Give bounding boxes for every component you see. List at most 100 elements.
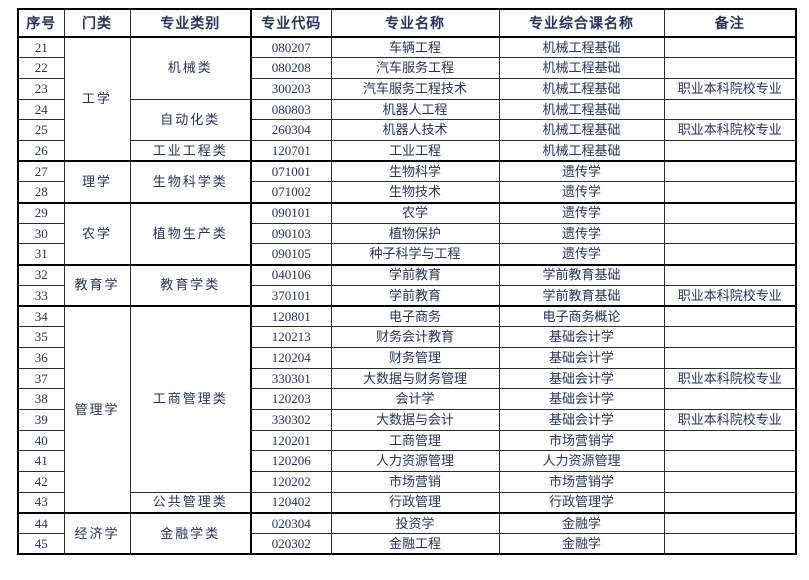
major-table-container: 序号 门类 专业类别 专业代码 专业名称 专业综合课名称 备注 21 工学 机械类 080207 车… — [17, 8, 797, 556]
category-cell: 自动化类 — [129, 98, 252, 141]
major-cell: 种子科学与工程 — [330, 243, 500, 266]
major-cell: 大数据与会计 — [330, 408, 500, 431]
table-row: 21 工学 机械类 080207 车辆工程 机械工程基础 — [17, 35, 797, 162]
category-cell: 工商管理类 — [129, 304, 252, 493]
course-cell: 金融学 — [498, 511, 665, 534]
code-cell: 330302 — [250, 408, 332, 431]
serial-cell: 33 — [17, 284, 65, 307]
column-header-note: 备注 — [663, 8, 797, 38]
code-cell: 120203 — [250, 388, 332, 410]
note-cell — [663, 429, 797, 452]
column-header-discipline: 门类 — [63, 8, 131, 38]
code-cell: 071001 — [250, 160, 332, 183]
major-cell: 汽车服务工程 — [330, 57, 500, 79]
column-header-course: 专业综合课名称 — [498, 8, 665, 38]
table-row: 24 自动化类 080803 机器人工程 机械工程基础 — [17, 98, 797, 141]
code-cell: 120206 — [250, 450, 332, 472]
note-cell — [663, 201, 797, 224]
major-cell: 投资学 — [330, 511, 500, 534]
code-cell: 090105 — [250, 243, 332, 266]
course-cell: 机械工程基础 — [498, 119, 665, 141]
course-cell: 基础会计学 — [498, 346, 665, 369]
note-cell — [663, 160, 797, 183]
code-cell: 260304 — [250, 119, 332, 141]
serial-cell: 32 — [17, 263, 65, 286]
code-cell: 120701 — [250, 139, 332, 162]
major-cell: 大数据与财务管理 — [330, 367, 500, 390]
major-cell: 市场营销 — [330, 470, 500, 493]
major-cell: 学前教育 — [330, 284, 500, 307]
serial-cell: 39 — [17, 408, 65, 431]
course-cell: 基础会计学 — [498, 388, 665, 410]
category-cell: 机械类 — [129, 35, 252, 100]
note-cell: 职业本科院校专业 — [663, 284, 797, 307]
note-cell — [663, 388, 797, 410]
table-row: 23 300203 汽车服务工程技术 机械工程基础 职业本科院校专业 — [17, 77, 797, 100]
note-cell — [663, 326, 797, 348]
course-cell: 机械工程基础 — [498, 98, 665, 121]
table-row: 38 120203 会计学 基础会计学 — [17, 388, 797, 410]
discipline-cell: 理学 — [63, 160, 131, 204]
serial-cell: 26 — [17, 139, 65, 162]
code-cell: 120202 — [250, 470, 332, 493]
course-cell: 机械工程基础 — [498, 36, 665, 59]
major-cell: 机器人工程 — [330, 98, 500, 121]
code-cell: 120801 — [250, 304, 332, 328]
major-cell: 生物技术 — [330, 181, 500, 203]
course-cell: 人力资源管理 — [498, 450, 665, 472]
note-cell — [663, 222, 797, 245]
discipline-cell: 教育学 — [63, 263, 131, 307]
serial-cell: 34 — [17, 304, 65, 328]
code-cell: 020302 — [250, 533, 332, 555]
course-cell: 行政管理学 — [498, 491, 665, 514]
code-cell: 080803 — [250, 98, 332, 121]
note-cell — [663, 304, 797, 328]
table-row: 44 经济学 金融学类 020304 投资学 金融学 — [17, 511, 797, 555]
major-cell: 植物保护 — [330, 222, 500, 245]
major-cell: 工业工程 — [330, 139, 500, 162]
major-cell: 金融工程 — [330, 533, 500, 555]
table-row: 31 090105 种子科学与工程 遗传学 — [17, 243, 797, 266]
discipline-cell: 管理学 — [63, 304, 131, 514]
category-cell: 植物生产类 — [129, 201, 252, 266]
note-cell: 职业本科院校专业 — [663, 119, 797, 141]
serial-cell: 30 — [17, 222, 65, 245]
column-header-code: 专业代码 — [250, 8, 332, 38]
major-cell: 会计学 — [330, 388, 500, 410]
note-cell — [663, 511, 797, 534]
code-cell: 330301 — [250, 367, 332, 390]
code-cell: 120204 — [250, 346, 332, 369]
course-cell: 机械工程基础 — [498, 77, 665, 100]
note-cell — [663, 57, 797, 79]
table-row: 29 农学 植物生产类 090101 农学 遗传学 — [17, 201, 797, 266]
note-cell — [663, 533, 797, 555]
serial-cell: 37 — [17, 367, 65, 390]
course-cell: 市场营销学 — [498, 429, 665, 452]
note-cell: 职业本科院校专业 — [663, 77, 797, 100]
table-row: 27 理学 生物科学类 071001 生物科学 遗传学 — [17, 160, 797, 204]
serial-cell: 40 — [17, 429, 65, 452]
code-cell: 080207 — [250, 36, 332, 59]
major-cell: 电子商务 — [330, 304, 500, 328]
course-cell: 基础会计学 — [498, 326, 665, 348]
course-cell: 机械工程基础 — [498, 57, 665, 79]
major-cell: 工商管理 — [330, 429, 500, 452]
major-cell: 财务会计教育 — [330, 326, 500, 348]
note-cell — [663, 491, 797, 514]
major-cell: 汽车服务工程技术 — [330, 77, 500, 100]
table-row: 28 071002 生物技术 遗传学 — [17, 181, 797, 203]
serial-cell: 22 — [17, 57, 65, 79]
course-cell: 学前教育基础 — [498, 263, 665, 286]
serial-cell: 44 — [17, 511, 65, 534]
note-cell — [663, 470, 797, 493]
column-header-category: 专业类别 — [129, 8, 252, 38]
table-row: 35 120213 财务会计教育 基础会计学 — [17, 326, 797, 348]
table-row: 40 120201 工商管理 市场营销学 — [17, 429, 797, 452]
table-row: 30 090103 植物保护 遗传学 — [17, 222, 797, 245]
note-cell — [663, 450, 797, 472]
course-cell: 电子商务概论 — [498, 304, 665, 328]
major-cell: 学前教育 — [330, 263, 500, 286]
major-cell: 行政管理 — [330, 491, 500, 514]
note-cell — [663, 181, 797, 203]
